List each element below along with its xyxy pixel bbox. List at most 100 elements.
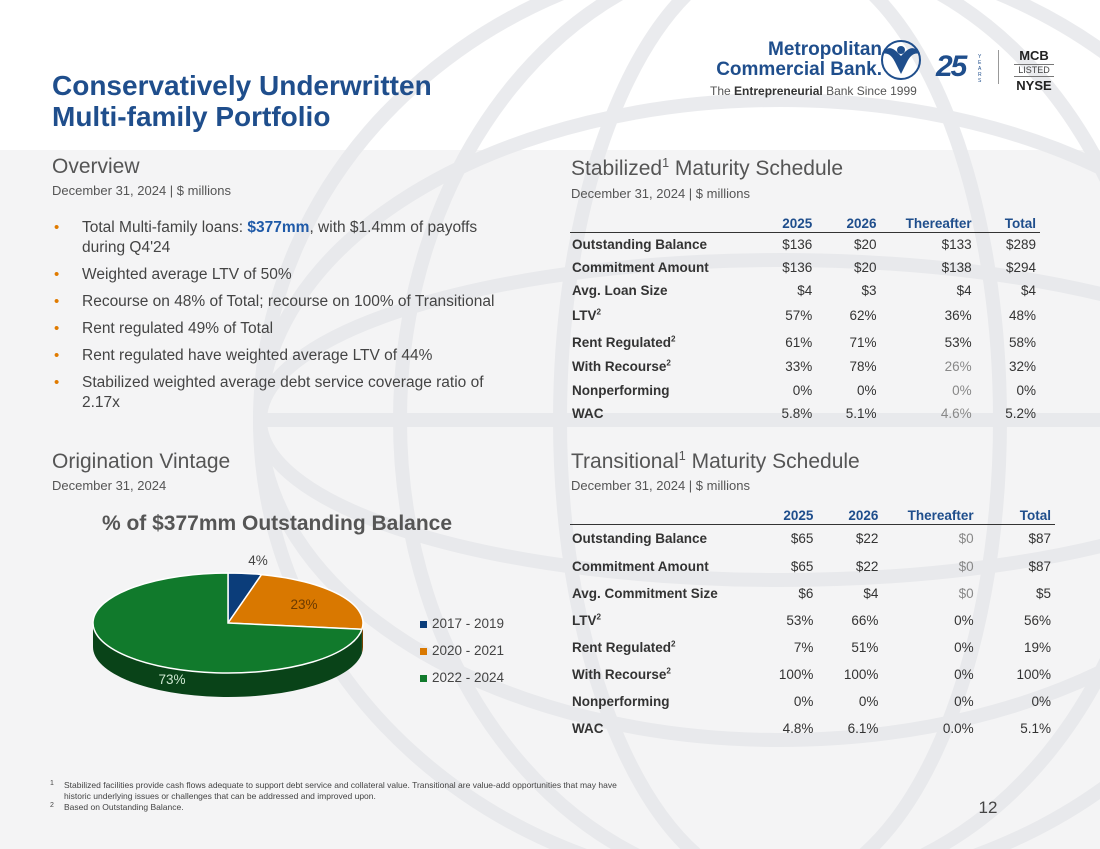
page-number: 12 [978,798,998,817]
table-cell: $4 [863,585,879,601]
table-column-header: 2026 [816,215,881,233]
bullet-icon: • [54,347,60,364]
table-cell: $87 [1028,558,1051,574]
transitional-subheading: December 31, 2024 | $ millions [571,478,750,493]
bullet-icon: • [54,374,60,391]
overview-bullet: • Stabilized weighted average debt servic… [54,374,484,411]
overview-bullet-list: • Total Multi-family loans: $377mm, with … [52,218,502,420]
table-row: Outstanding Balance $136 $20 $133 $289 [570,233,1040,256]
table-column-header: 2025 [750,215,817,233]
table-row: Avg. Commitment Size $6 $4 $0 $5 [570,580,1055,607]
overview-subheading: December 31, 2024 | $ millions [52,183,231,198]
table-cell: 0% [1031,693,1051,709]
table-cell: 58% [1008,334,1036,350]
table-row-label: Nonperforming [572,382,670,398]
overview-bullet: • Recourse on 48% of Total; recourse on 1… [54,293,495,310]
table-cell: $133 [941,236,972,252]
table-cell: 5.8% [781,406,813,421]
table-column-header: Total [977,507,1055,525]
table-cell: 0% [856,382,877,398]
legend-item: 2017 - 2019 [420,615,504,642]
table-column-header: Total [975,215,1040,233]
page-title-line-1: Conservatively Underwritten [52,70,432,101]
legend-item: 2020 - 2021 [420,642,504,669]
table-row-label: With Recourse2 [572,358,671,374]
table-cell: 0% [954,612,974,628]
footnote: 2 Based on Outstanding Balance. [50,802,184,812]
table-row: Commitment Amount $65 $22 $0 $87 [570,553,1055,580]
table-row-label: Outstanding Balance [572,236,708,252]
table-cell: 36% [944,308,972,323]
table-row: Avg. Loan Size $4 $3 $4 $4 [570,279,1040,302]
vintage-heading: Origination Vintage [52,450,231,473]
stabilized-subheading: December 31, 2024 | $ millions [571,186,750,201]
company-logo: Metropolitan Commercial Bank. The Entrep… [700,38,1060,100]
table-cell: $4 [797,282,813,298]
table-row-label: Avg. Loan Size [572,282,668,298]
overview-bullet: • Rent regulated have weighted average LT… [54,347,433,364]
table-cell: 5.2% [1005,406,1036,421]
table-cell: 0% [793,693,814,709]
overview-heading: Overview [52,155,140,178]
table-cell: 57% [785,308,813,323]
table-cell: 100% [778,666,814,682]
logo-divider [998,50,999,84]
table-row-label: Commitment Amount [572,558,709,574]
table-cell: 66% [851,612,879,628]
table-row: Outstanding Balance $65 $22 $0 $87 [570,525,1055,553]
pie-data-label: 73% [158,672,185,687]
table-row: Rent Regulated2 61% 71% 53% 58% [570,330,1040,355]
table-cell: 100% [843,666,879,682]
table-cell: $65 [790,558,814,574]
table-cell: 78% [849,359,877,374]
table-cell: 100% [1016,666,1051,682]
table-cell: $20 [853,236,877,252]
table-cell: $3 [861,282,877,298]
stabilized-heading: Stabilized1 Maturity Schedule [571,156,843,180]
table-column-header: 2026 [817,507,883,525]
table-row: LTV2 53% 66% 0% 56% [570,607,1055,634]
table-cell: 4.6% [940,406,972,421]
table-row: WAC 5.8% 5.1% 4.6% 5.2% [570,402,1040,426]
table-cell: 32% [1008,359,1036,374]
table-header-blank [570,507,751,525]
table-cell: 5.1% [1020,720,1051,736]
pie-data-label: 23% [290,597,317,612]
pie-data-label: 4% [248,553,268,568]
table-row-label: Avg. Commitment Size [572,585,718,601]
vintage-pie-chart: 4% 23% 73% [92,553,364,697]
legend-swatch [420,648,427,655]
table-cell: 56% [1023,612,1051,628]
table-cell: 53% [786,612,814,628]
table-cell: 26% [944,359,972,374]
pie-slice [226,573,364,631]
table-cell: $0 [958,558,974,574]
table-row-label: Rent Regulated2 [572,334,676,350]
table-row-label: Nonperforming [572,693,670,709]
legend-swatch [420,621,427,628]
table-cell: $87 [1028,531,1051,547]
bullet-icon: • [54,293,60,310]
table-cell: $65 [790,531,814,547]
table-cell: $136 [782,236,813,252]
table-cell: 0.0% [942,720,974,736]
transitional-heading: Transitional1 Maturity Schedule [571,449,860,473]
table-cell: $4 [1020,282,1036,298]
table-header-blank [570,215,751,233]
page-title-line-2: Multi-family Portfolio [52,101,331,132]
table-cell: 33% [785,359,813,374]
table-row: WAC 4.8% 6.1% 0.0% 5.1% [570,715,1055,742]
table-cell: $5 [1035,585,1051,601]
table-cell: 53% [944,334,972,350]
table-row-label: WAC [572,406,604,421]
bullet-icon: • [54,320,60,337]
table-cell: 6.1% [847,720,879,736]
table-cell: 0% [792,382,813,398]
table-cell: 4.8% [782,720,814,736]
pie-slice-side [93,623,362,697]
table-column-header: 2025 [750,507,818,525]
anniversary-25: 25 [936,50,967,83]
table-row: With Recourse2 33% 78% 26% 32% [570,355,1040,379]
table-cell: $136 [782,259,813,275]
